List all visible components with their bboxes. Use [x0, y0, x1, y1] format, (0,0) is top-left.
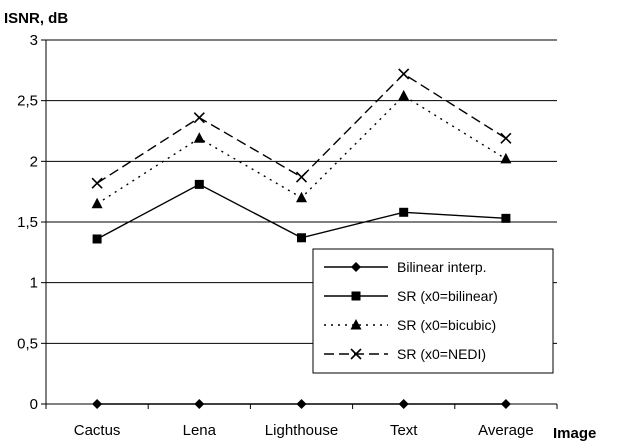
- data-point-triangle: [500, 152, 512, 164]
- series-0: [92, 399, 511, 409]
- y-tick-label: 0,5: [17, 335, 38, 352]
- y-tick-label: 1,5: [17, 214, 38, 231]
- legend-label: Bilinear interp.: [397, 259, 487, 275]
- data-point-cross: [193, 112, 205, 124]
- data-point-square: [297, 233, 306, 243]
- data-point-square: [194, 179, 204, 189]
- y-tick-label: 1: [30, 275, 38, 292]
- data-point-diamond: [500, 399, 511, 409]
- data-point-triangle: [193, 132, 205, 143]
- series-line: [96, 94, 507, 205]
- data-point-diamond: [296, 399, 307, 409]
- data-point-diamond: [92, 399, 103, 409]
- data-point-diamond: [398, 399, 409, 409]
- x-tick-label: Text: [390, 422, 418, 439]
- legend-box: [312, 248, 554, 374]
- data-point-cross: [398, 68, 410, 80]
- data-point-cross: [350, 348, 362, 360]
- data-point-triangle: [398, 89, 410, 101]
- y-tick-label: 3: [30, 32, 38, 49]
- x-tick-label: Cactus: [74, 422, 121, 439]
- legend: Bilinear interp. SR (x0=bilinear) SR (x0=b…: [312, 248, 554, 374]
- x-tick-label: Lena: [183, 422, 217, 439]
- data-point-cross: [500, 132, 512, 144]
- legend-label: SR (x0=NEDI): [397, 346, 486, 362]
- series-line: [96, 73, 507, 184]
- series-1: [92, 179, 511, 244]
- axes: 0 0,5 1 1,5 2 2,5 3 Cactus Lena Lighthouse Text Ave…: [17, 32, 558, 439]
- y-axis-title: ISNR, dB: [4, 10, 68, 27]
- data-point-diamond: [194, 399, 205, 409]
- y-tick-label: 2: [30, 153, 38, 170]
- legend-label: SR (x0=bilinear): [397, 288, 498, 304]
- series-3: [91, 68, 512, 189]
- y-tick-label: 0: [30, 396, 38, 413]
- series-2: [91, 89, 512, 209]
- x-axis-title: Image: [553, 425, 596, 442]
- data-point-diamond: [351, 262, 361, 272]
- data-point-cross: [295, 171, 308, 183]
- data-point-triangle: [350, 319, 362, 330]
- legend-label: SR (x0=bicubic): [397, 317, 496, 333]
- y-tick-label: 2,5: [17, 93, 38, 110]
- data-point-triangle: [296, 191, 307, 203]
- data-point-cross: [91, 177, 103, 189]
- data-point-triangle: [91, 197, 103, 209]
- data-point-square: [92, 234, 102, 244]
- data-point-square: [399, 207, 409, 217]
- series-layer: [91, 68, 512, 409]
- data-point-square: [351, 291, 361, 301]
- x-tick-label: Lighthouse: [265, 422, 338, 439]
- data-point-square: [501, 213, 511, 223]
- x-tick-label: Average: [478, 422, 534, 439]
